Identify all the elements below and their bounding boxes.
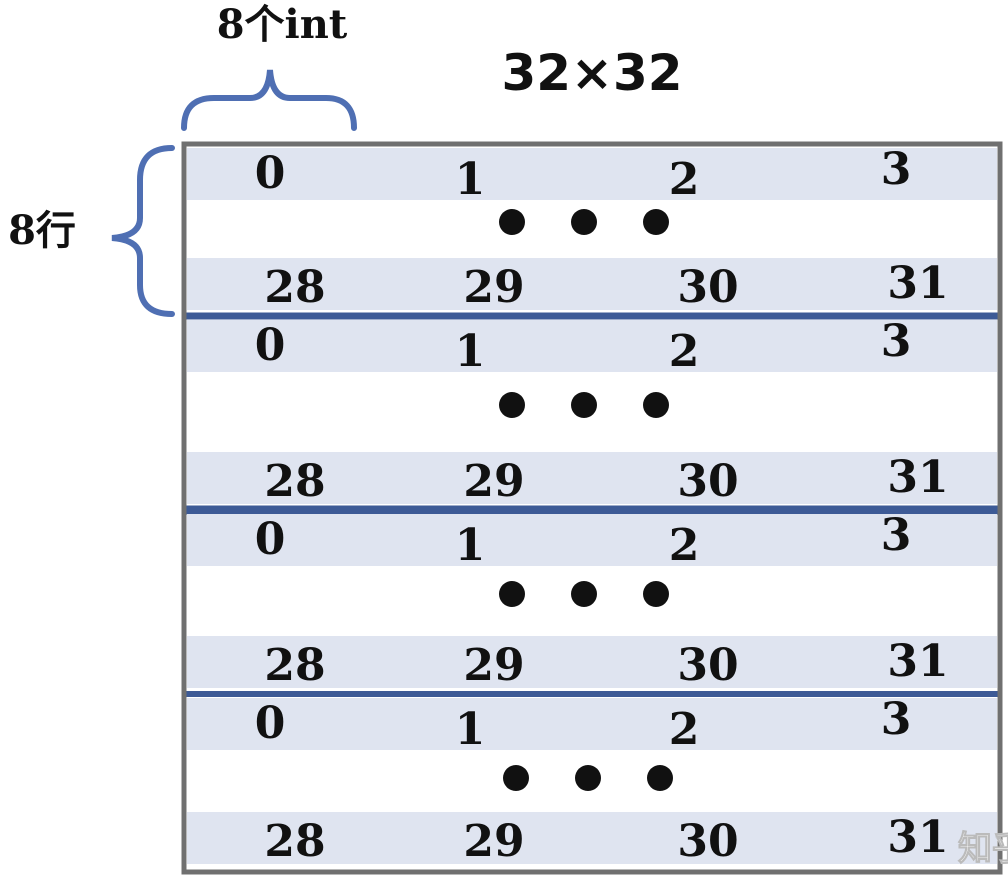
stripe-bottom-row xyxy=(187,452,997,504)
stripe-bottom-row xyxy=(187,812,997,864)
cell-index-label: 2 xyxy=(669,326,700,377)
stripe-bottom-row xyxy=(187,258,997,310)
matrix-border xyxy=(181,141,1003,875)
cell-index-label: 30 xyxy=(677,262,738,313)
cell-index-label: 1 xyxy=(455,326,486,377)
cell-index-label: 29 xyxy=(463,640,524,691)
cell-index-label: 3 xyxy=(881,316,912,367)
cell-index-label: 0 xyxy=(255,698,286,749)
row-brace xyxy=(111,145,175,317)
cell-index-label: 3 xyxy=(881,694,912,745)
stripe-bottom-row xyxy=(187,636,997,688)
stripe-top-row xyxy=(187,320,997,372)
cell-index-label: 31 xyxy=(887,258,948,309)
ellipsis-dot xyxy=(643,209,669,235)
ellipsis-dot xyxy=(643,581,669,607)
column-brace xyxy=(181,69,357,131)
cell-index-label: 1 xyxy=(455,154,486,205)
cell-index-label: 2 xyxy=(669,704,700,755)
cell-index-label: 2 xyxy=(669,520,700,571)
cell-index-label: 29 xyxy=(463,262,524,313)
ellipsis-dot xyxy=(571,581,597,607)
cell-index-label: 28 xyxy=(264,816,325,867)
column-brace-label: 8个int xyxy=(217,1,348,48)
matrix-size-title: 32×32 xyxy=(501,44,682,102)
cell-index-label: 1 xyxy=(455,520,486,571)
cell-index-label: 28 xyxy=(264,640,325,691)
ellipsis-dot xyxy=(647,765,673,791)
row-brace-label: 8行 xyxy=(8,207,76,254)
ellipsis-dot xyxy=(571,209,597,235)
cell-index-label: 0 xyxy=(255,148,286,199)
cell-index-label: 31 xyxy=(887,636,948,687)
ellipsis-dot xyxy=(503,765,529,791)
cell-index-label: 0 xyxy=(255,320,286,371)
cell-index-label: 3 xyxy=(881,144,912,195)
cell-index-label: 28 xyxy=(264,262,325,313)
ellipsis-dot xyxy=(571,392,597,418)
cell-index-label: 29 xyxy=(463,816,524,867)
cell-index-label: 2 xyxy=(669,154,700,205)
cell-index-label: 3 xyxy=(881,510,912,561)
cell-index-label: 1 xyxy=(455,704,486,755)
stripe-top-row xyxy=(187,698,997,750)
ellipsis-dot xyxy=(499,209,525,235)
ellipsis-dot xyxy=(499,392,525,418)
watermark-text: 知乎 xyxy=(958,829,1008,869)
cell-index-label: 0 xyxy=(255,514,286,565)
cell-index-label: 29 xyxy=(463,456,524,507)
matrix-grid: 0 1 2 3 28 29 30 31 0 1 2 3 28 29 30 31 0 1 2 3 28 29 30 31 0 1 2 3… xyxy=(184,144,1000,867)
cell-index-label: 31 xyxy=(887,812,948,863)
cell-index-label: 30 xyxy=(677,456,738,507)
ellipsis-dot xyxy=(643,392,669,418)
cell-index-label: 28 xyxy=(264,456,325,507)
stripe-top-row xyxy=(187,148,997,200)
stripe-top-row xyxy=(187,514,997,566)
cell-index-label: 31 xyxy=(887,452,948,503)
ellipsis-dot xyxy=(575,765,601,791)
cell-index-label: 30 xyxy=(677,640,738,691)
ellipsis-dot xyxy=(499,581,525,607)
cell-index-label: 30 xyxy=(677,816,738,867)
